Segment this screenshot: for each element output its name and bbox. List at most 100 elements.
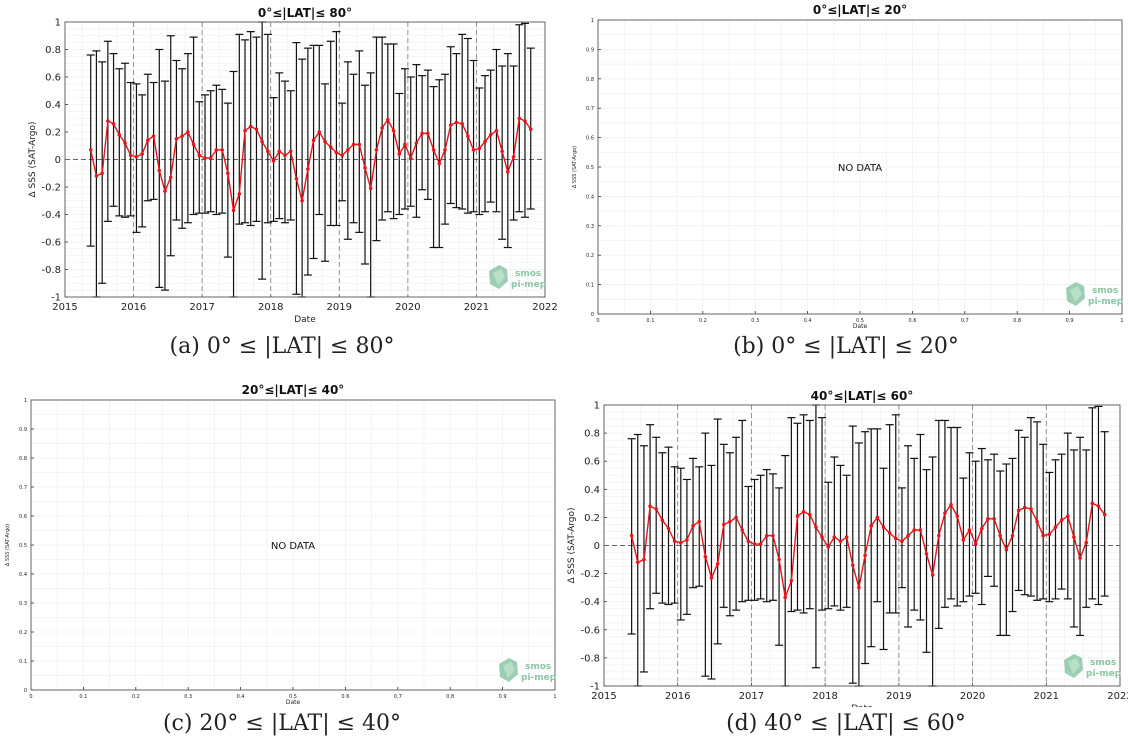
axes: 2015 2016 2017 2018 2019 2020 2021 2022 -1 -0.8 -0…	[580, 401, 1128, 703]
x-tick-label: 2015	[591, 691, 616, 702]
y-tick-label: 1	[24, 398, 27, 404]
data-point	[715, 561, 720, 566]
data-point	[930, 573, 935, 577]
data-point	[1029, 507, 1033, 511]
x-tick-label: 2021	[464, 302, 489, 313]
data-point	[506, 170, 510, 174]
data-point	[197, 153, 202, 158]
data-point	[734, 515, 738, 520]
y-tick-label: 0.4	[45, 100, 61, 111]
data-point	[340, 153, 344, 158]
data-point	[134, 154, 139, 159]
x-axis-label: Date	[294, 315, 316, 325]
x-tick-label: 0.4	[804, 318, 812, 324]
x-tick-label: 0.1	[646, 318, 654, 324]
y-tick-label: 0.8	[45, 45, 61, 56]
data-point	[454, 120, 459, 125]
data-point	[483, 139, 487, 144]
data-point	[893, 536, 898, 541]
data-point	[466, 134, 470, 138]
chart-title: 40°≤|LAT|≤ 60°	[811, 389, 914, 403]
x-tick-label: 0.1	[79, 694, 87, 700]
data-point	[517, 116, 522, 121]
data-point	[844, 535, 849, 539]
x-tick-label: 0.7	[961, 318, 969, 324]
y-tick-label: 0.2	[45, 128, 61, 139]
data-point	[906, 533, 910, 538]
y-tick-label: 0.5	[19, 543, 27, 549]
data-point	[1035, 519, 1039, 524]
y-tick-label: 0.9	[586, 47, 594, 53]
y-tick-label: 0.4	[584, 485, 600, 496]
error-bars	[86, 21, 535, 298]
x-tick-label: 2015	[52, 302, 77, 313]
data-point	[100, 171, 104, 176]
data-point	[128, 153, 133, 158]
y-tick-label: 0	[591, 312, 594, 318]
x-tick-label: 0.3	[751, 318, 759, 324]
x-tick-label: 0.9	[499, 694, 507, 700]
data-point	[174, 137, 179, 141]
data-point	[386, 117, 390, 122]
chart-b: 0 0.1 0.2 0.3 0.4 0.5 0.6 0.7 0.8 0.9 1 0 0.1 0.2 0.3 0…	[572, 3, 1124, 330]
y-tick-label: 0.6	[19, 514, 27, 520]
data-point	[648, 504, 652, 508]
data-point	[826, 545, 831, 549]
grid	[598, 20, 1122, 314]
data-point	[973, 542, 978, 546]
data-point	[875, 515, 880, 520]
x-tick-label: 2016	[665, 691, 690, 702]
x-tick-label: 0	[596, 318, 599, 324]
x-axis-label: Date	[286, 699, 301, 706]
y-tick-label: -0.8	[41, 265, 61, 276]
x-tick-label: 0.2	[699, 318, 707, 324]
y-tick-label: 0	[24, 688, 27, 694]
data-point	[1078, 556, 1082, 560]
data-point	[1059, 518, 1064, 523]
data-point	[168, 175, 173, 180]
data-point	[494, 128, 499, 133]
data-point	[243, 128, 247, 133]
data-point	[746, 539, 751, 544]
grid	[604, 405, 1120, 686]
data-point	[967, 528, 972, 532]
panel-b: 0 0.1 0.2 0.3 0.4 0.5 0.6 0.7 0.8 0.9 1 0 0.1 0.2 0.3 0…	[564, 0, 1128, 377]
logo-mark-inner	[503, 662, 515, 678]
data-point	[426, 131, 430, 136]
y-tick-label: 0.6	[45, 73, 61, 84]
data-point	[146, 138, 150, 143]
data-point	[511, 154, 516, 159]
data-point	[300, 198, 304, 203]
data-point	[111, 121, 116, 126]
data-point	[420, 131, 424, 136]
data-point	[703, 554, 708, 559]
logo-text-smos: smos	[515, 269, 541, 279]
x-axis-label: Date	[851, 704, 873, 707]
y-tick-label: 0.2	[586, 253, 594, 259]
y-tick-label: 0	[55, 155, 61, 166]
data-point	[443, 148, 447, 152]
data-point	[311, 138, 316, 143]
data-point	[832, 535, 837, 539]
y-tick-label: 0.3	[586, 224, 594, 230]
panel-d: 2015 2016 2017 2018 2019 2020 2021 2022 -1 -0.8 -0…	[564, 377, 1128, 754]
data-point	[231, 208, 236, 213]
logo-text-smos: smos	[1092, 286, 1118, 296]
logo-text-pi-mep: pi-mep	[521, 673, 557, 683]
data-point	[642, 557, 646, 562]
data-point	[937, 533, 941, 538]
data-point	[672, 539, 677, 544]
y-tick-label: -0.4	[41, 210, 61, 221]
data-point	[1053, 525, 1058, 530]
y-tick-label: 1	[594, 401, 600, 412]
x-tick-label: 0.7	[394, 694, 402, 700]
data-point	[203, 156, 207, 160]
data-point	[801, 509, 806, 514]
data-point	[374, 148, 379, 152]
data-point	[186, 130, 190, 134]
mean-points	[629, 501, 1107, 600]
y-tick-label: 0.4	[19, 572, 27, 578]
y-tick-label: 0.1	[586, 283, 594, 289]
data-point	[1041, 533, 1045, 538]
